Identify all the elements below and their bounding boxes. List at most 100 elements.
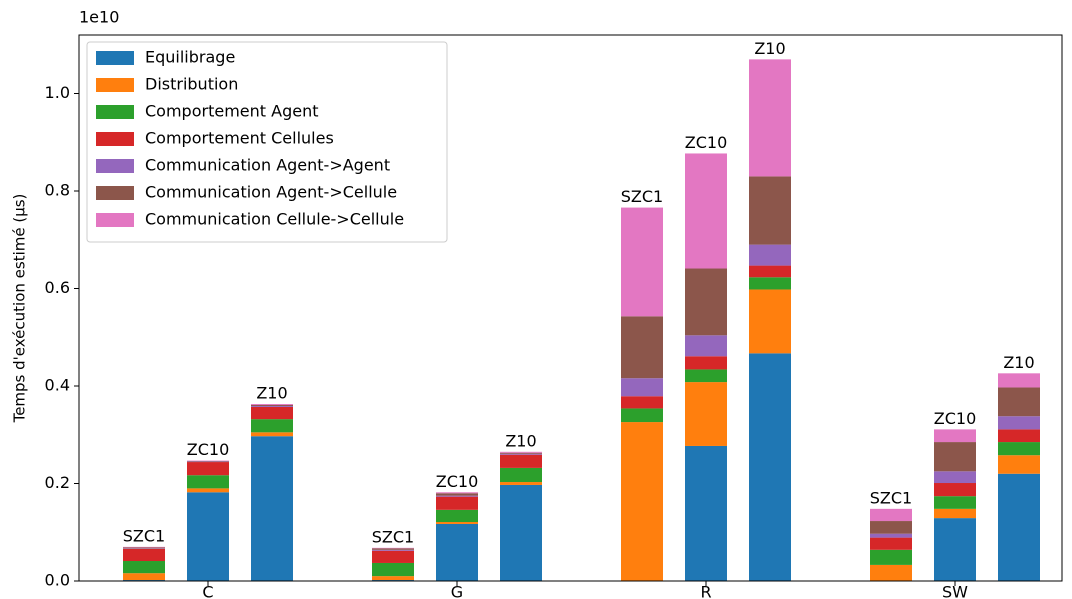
- axes-frame: [78, 34, 1063, 582]
- bar-label: ZC10: [934, 409, 977, 428]
- bar-segment: [621, 396, 663, 409]
- bar-segment: [251, 404, 293, 406]
- legend-swatch: [96, 213, 134, 227]
- bar-segment: [934, 483, 976, 497]
- y-tick-label: 0.4: [45, 376, 70, 395]
- bar-label: Z10: [256, 384, 287, 403]
- bar-label: SZC1: [123, 526, 165, 545]
- bar-segment: [123, 561, 165, 574]
- bar-segment: [749, 353, 791, 581]
- bar-label: ZC10: [187, 440, 230, 459]
- y-tick-label: 0.8: [45, 181, 70, 200]
- x-tick-label: SW: [942, 583, 968, 599]
- bar-segment: [500, 453, 542, 455]
- bar-segment: [998, 387, 1040, 417]
- legend-frame: [86, 41, 448, 243]
- x-tick-label: R: [700, 583, 711, 599]
- bar-segment: [998, 429, 1040, 443]
- legend-swatch: [96, 159, 134, 173]
- bar-segment: [870, 537, 912, 550]
- bar-segment: [685, 153, 727, 269]
- legend-swatch: [96, 186, 134, 200]
- bar-segment: [870, 533, 912, 538]
- bar-label: Z10: [505, 431, 536, 450]
- bar-segment: [621, 316, 663, 379]
- bar-segment: [500, 454, 542, 468]
- bar-segment: [685, 445, 727, 581]
- bar-segment: [749, 59, 791, 177]
- bar-segment: [123, 548, 165, 562]
- x-tick-label: C: [202, 583, 213, 599]
- bar-segment: [436, 492, 478, 494]
- bar-segment: [749, 265, 791, 278]
- bar-label: Z10: [1003, 353, 1034, 372]
- bar-segment: [934, 508, 976, 519]
- bar-segment: [934, 518, 976, 581]
- bar-segment: [749, 176, 791, 245]
- bar-segment: [436, 496, 478, 510]
- bar-segment: [500, 452, 542, 454]
- bar-segment: [500, 467, 542, 483]
- x-tick-label: G: [451, 583, 463, 599]
- legend-label: Comportement Cellules: [145, 129, 334, 148]
- bar-segment: [749, 277, 791, 290]
- y-tick-label: 0.0: [45, 571, 70, 590]
- bar-segment: [998, 373, 1040, 388]
- legend-label: Communication Agent->Cellule: [145, 183, 397, 202]
- bar-segment: [998, 416, 1040, 430]
- bar-segment: [685, 268, 727, 336]
- bar-segment: [870, 549, 912, 565]
- bar-segment: [685, 356, 727, 370]
- legend-swatch: [96, 78, 134, 92]
- legend-label: Communication Cellule->Cellule: [145, 210, 404, 229]
- bar-segment: [934, 442, 976, 472]
- bar-segment: [187, 462, 229, 476]
- bar-segment: [251, 405, 293, 407]
- bar-segment: [621, 408, 663, 423]
- bar-segment: [372, 549, 414, 551]
- bar-segment: [187, 488, 229, 493]
- legend-label: Distribution: [145, 75, 238, 94]
- y-offset-label: 1e10: [79, 8, 119, 27]
- bar-segment: [998, 473, 1040, 581]
- bar-segment: [436, 495, 478, 497]
- bar-segment: [998, 455, 1040, 474]
- bar-segment: [436, 493, 478, 496]
- legend-swatch: [96, 51, 134, 65]
- bar-segment: [621, 207, 663, 317]
- bar-segment: [934, 429, 976, 443]
- bar-segment: [934, 471, 976, 484]
- bar-segment: [123, 547, 165, 549]
- legend-label: Communication Agent->Agent: [145, 156, 390, 175]
- bar-segment: [372, 550, 414, 563]
- y-axis-label: Temps d'exécution estimé (µs): [11, 194, 29, 424]
- bar-segment: [251, 432, 293, 437]
- bar-label: SZC1: [870, 488, 912, 507]
- bar-segment: [621, 378, 663, 397]
- legend-swatch: [96, 105, 134, 119]
- bar-segment: [870, 564, 912, 581]
- bar-segment: [621, 422, 663, 581]
- bar-label: ZC10: [685, 133, 728, 152]
- bar-segment: [685, 382, 727, 446]
- bar-segment: [998, 442, 1040, 456]
- legend: Equilibrage Distribution Comportement Agen…: [86, 41, 448, 243]
- bar-segment: [372, 576, 414, 581]
- bar-segment: [934, 496, 976, 509]
- legend-label: Equilibrage: [145, 48, 235, 67]
- bar-segment: [187, 492, 229, 581]
- bar-label: Z10: [754, 39, 785, 58]
- y-tick-label: 0.2: [45, 473, 70, 492]
- y-tick-label: 1.0: [45, 83, 70, 102]
- bar-segment: [187, 475, 229, 489]
- bar-label: SZC1: [372, 527, 414, 546]
- bar-label: ZC10: [436, 472, 479, 491]
- bar-segment: [500, 482, 542, 485]
- legend-swatch: [96, 132, 134, 146]
- bar-segment: [749, 289, 791, 354]
- bar-segment: [372, 562, 414, 577]
- bar-segment: [251, 406, 293, 420]
- bar-segment: [372, 548, 414, 550]
- bar-segment: [436, 509, 478, 523]
